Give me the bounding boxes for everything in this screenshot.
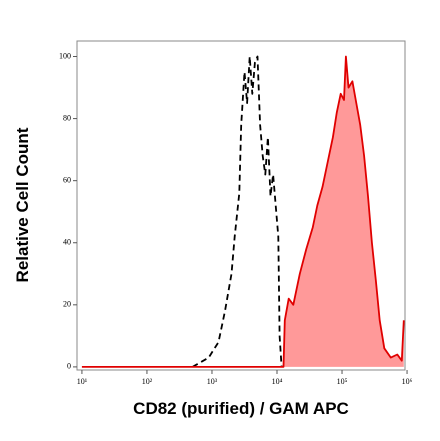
y-tick-label: 40 bbox=[63, 238, 71, 247]
y-axis-title: Relative Cell Count bbox=[13, 127, 32, 282]
series-line bbox=[81, 55, 405, 368]
series-line bbox=[192, 55, 283, 368]
y-tick-label: 0 bbox=[67, 362, 71, 371]
y-tick-label: 100 bbox=[59, 51, 71, 60]
x-tick-label: 10⁵ bbox=[337, 377, 348, 386]
x-tick-label: 10¹ bbox=[77, 377, 88, 386]
x-tick-label: 10³ bbox=[207, 377, 218, 386]
y-tick-label: 60 bbox=[63, 175, 71, 184]
x-tick-label: 10⁴ bbox=[272, 377, 283, 386]
area bbox=[81, 56, 404, 367]
x-axis-title: CD82 (purified) / GAM APC bbox=[133, 399, 349, 418]
x-tick-label: 10² bbox=[142, 377, 153, 386]
y-tick-label: 20 bbox=[63, 300, 71, 309]
y-tick-label: 80 bbox=[63, 113, 71, 122]
x-tick-label: 10⁶ bbox=[402, 377, 413, 386]
plot-frame bbox=[76, 40, 406, 371]
